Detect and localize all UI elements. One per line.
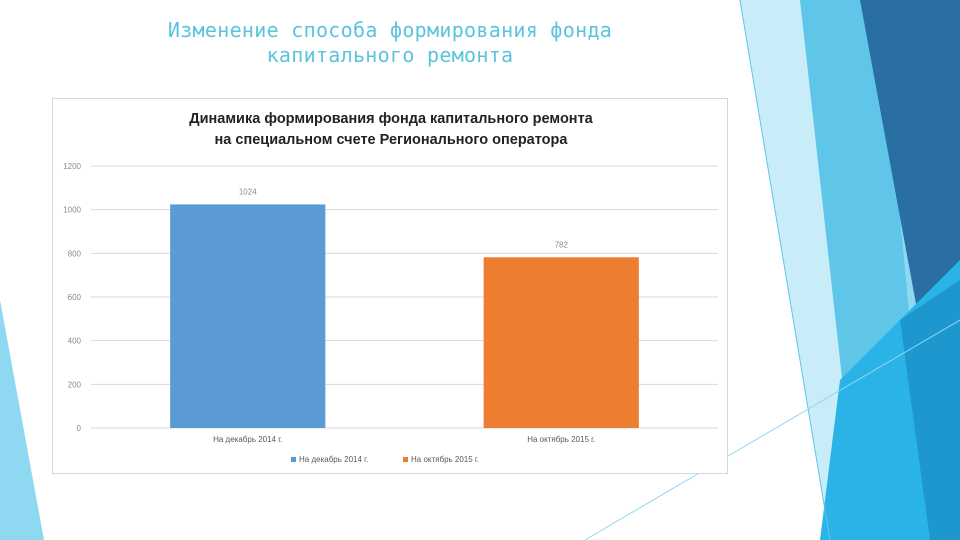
x-tick-label: На октябрь 2015 г. — [527, 435, 595, 444]
slide-title-line-1: Изменение способа формирования фонда — [167, 18, 613, 42]
data-label: 782 — [555, 240, 569, 249]
slide-title: Изменение способа формирования фонда кап… — [100, 18, 680, 68]
y-tick-label: 400 — [68, 337, 82, 346]
y-tick-label: 0 — [77, 424, 82, 433]
bar — [483, 257, 639, 428]
right-accent-deep — [900, 280, 960, 540]
slide-title-line-2: капитального ремонта — [266, 43, 514, 67]
legend-swatch — [403, 457, 408, 462]
accent-line — [584, 319, 960, 540]
y-tick-label: 1000 — [63, 206, 81, 215]
y-tick-label: 600 — [68, 293, 82, 302]
accent-line — [739, 0, 831, 540]
legend-entry: На декабрь 2014 г. — [299, 455, 368, 464]
chart-title-line-2: на специальном счете Регионального опера… — [214, 132, 568, 148]
y-tick-label: 200 — [68, 380, 82, 389]
y-tick-label: 1200 — [63, 162, 81, 171]
x-tick-label: На декабрь 2014 г. — [213, 435, 282, 444]
data-label: 1024 — [239, 187, 257, 196]
chart-title: Динамика формирования фонда капитального… — [53, 109, 729, 151]
chart-frame: Динамика формирования фонда капитального… — [52, 98, 728, 474]
left-accent-shape — [0, 300, 44, 540]
bar-chart: 0 200 400 600 800 1000 1200 1024 На декабрь 2014… — [63, 162, 718, 464]
bar — [170, 204, 326, 428]
legend-swatch — [291, 457, 296, 462]
y-tick-label: 800 — [68, 249, 82, 258]
legend-entry: На октябрь 2015 г. — [411, 455, 479, 464]
chart-title-line-1: Динамика формирования фонда капитального… — [189, 111, 593, 127]
